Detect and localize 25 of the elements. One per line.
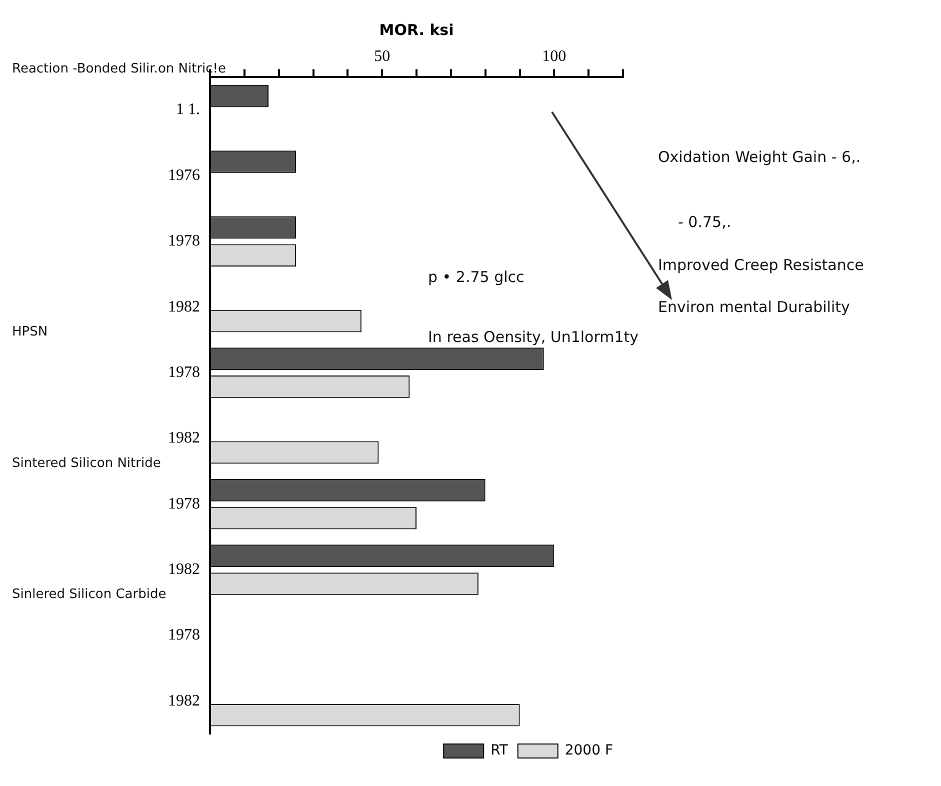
annotation: In reas Oensity, Un1lorm1ty — [428, 328, 639, 346]
x-tick-label: 50 — [374, 48, 390, 65]
x-axis-title: MOR. ksi — [379, 20, 454, 39]
y-tick-label: 1 1. — [176, 101, 200, 118]
y-tick-label: 1978 — [168, 626, 200, 644]
text: Environ mental Durability — [658, 298, 850, 316]
text: - 0.75,. — [678, 212, 732, 231]
text: Sintered Silicon Nitride — [12, 456, 161, 471]
y-tick-label: 1982 — [168, 692, 200, 710]
text: Oxidation Weight Gain - 6,. — [658, 148, 861, 166]
y-tick-label: 1982 — [168, 430, 200, 447]
y-tick-label: 1978 — [168, 232, 200, 250]
legend-label: RT — [490, 742, 508, 759]
y-tick-label: 1982 — [168, 561, 200, 578]
x-tick-label: 100 — [542, 48, 566, 65]
y-tick-label: 1978 — [168, 495, 200, 512]
text: Improved Creep Resistance — [658, 256, 864, 274]
y-tick-label: 1982 — [168, 298, 200, 316]
annotation: Reaction -Bonded Silir.on Nitric!e — [12, 62, 226, 77]
y-tick-label: 1976 — [168, 166, 200, 184]
y-tick-label: 1978 — [168, 364, 200, 381]
text: Sinlered Silicon Carbide — [12, 587, 166, 602]
legend-label: 2000 F — [564, 742, 614, 759]
annotation: p • 2.75 glcc — [428, 268, 524, 286]
text: HPSN — [12, 324, 48, 340]
